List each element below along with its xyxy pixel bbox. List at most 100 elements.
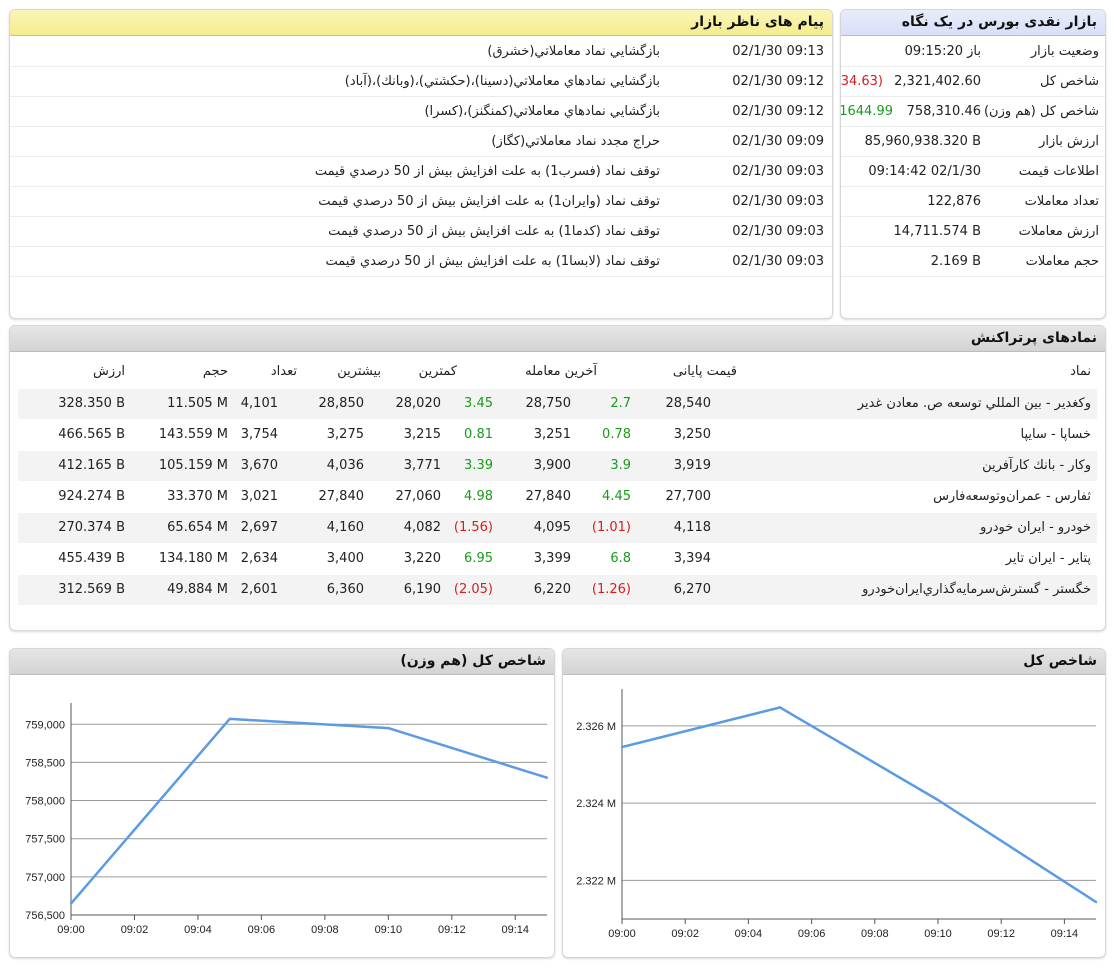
- max-price: 6,360: [326, 582, 364, 597]
- x-tick-label: 09:08: [311, 924, 339, 936]
- y-tick-label: 2.326 M: [576, 721, 616, 733]
- message-text: بازگشايي نماد معاملاتي(خشرق): [487, 44, 660, 59]
- data-point: [620, 745, 624, 749]
- message-text: بازگشايي نمادهاي معاملاتي(كمنگنز)،(كسرا): [424, 104, 660, 119]
- message-row[interactable]: 02/1/30 09:03 توقف نماد (فسرب1) به علت اف…: [10, 157, 832, 187]
- col-value[interactable]: ارزش: [92, 364, 125, 379]
- data-point: [936, 798, 940, 802]
- col-symbol[interactable]: نماد: [1070, 364, 1091, 379]
- trade-volume: 49.884 M: [167, 582, 228, 597]
- equal-weight-index-chart: 756,500 757,000 757,500 758,000 758,500 759,0…: [25, 703, 549, 936]
- symbol-row[interactable]: پتاير - ايران تاير 3,394 6.8 3,399 6.95 3,220…: [18, 544, 1097, 574]
- col-last-trade[interactable]: آخرین معامله: [525, 364, 597, 379]
- overview-row: حجم معاملات 2.169 B: [841, 247, 1105, 277]
- x-tick-label: 09:14: [1051, 928, 1079, 940]
- message-row[interactable]: 02/1/30 09:12 بازگشايي نمادهاي معاملاتي(د…: [10, 67, 832, 97]
- symbol-name: خگستر - گسترش‌سرمايه‌گذاري‌ايران‌خودرو: [862, 582, 1091, 597]
- final-change: 4.45: [602, 489, 631, 504]
- min-price: 3,215: [403, 427, 441, 442]
- trade-value: 312.569 B: [58, 582, 125, 597]
- message-row[interactable]: 02/1/30 09:13 بازگشايي نماد معاملاتي(خشرق…: [10, 37, 832, 67]
- x-tick-label: 09:12: [438, 924, 466, 936]
- last-change: (1.56): [453, 520, 493, 535]
- x-tick-label: 09:02: [121, 924, 149, 936]
- overview-label: تعداد معاملات: [1024, 194, 1099, 209]
- total-index-chart-header: شاخص کل: [563, 649, 1105, 675]
- col-volume[interactable]: حجم: [202, 364, 228, 379]
- min-price: 3,220: [403, 551, 441, 566]
- last-price: 28,750: [525, 396, 572, 411]
- x-tick-label: 09:10: [924, 928, 952, 940]
- trade-value: 455.439 B: [58, 551, 125, 566]
- y-tick-label: 758,000: [25, 796, 65, 808]
- message-time: 02/1/30 09:13: [732, 44, 824, 59]
- overview-value: 14,711.574 B: [893, 224, 981, 239]
- overview-value: 85,960,938.320 B: [864, 134, 981, 149]
- symbol-row[interactable]: وكغدير - بين المللي توسعه ص. معادن غدير 2…: [18, 389, 1097, 419]
- overview-value: 2,321,402.60: [894, 74, 981, 89]
- data-point: [69, 902, 73, 905]
- last-price: 6,220: [533, 582, 571, 597]
- symbols-table-header: نماد قیمت پایانی آخرین معامله کمترین بیش…: [18, 356, 1097, 388]
- message-time: 02/1/30 09:12: [732, 74, 824, 89]
- y-tick-label: 758,500: [25, 757, 65, 769]
- trade-volume: 134.180 M: [158, 551, 228, 566]
- message-row[interactable]: 02/1/30 09:03 توقف نماد (وايران1) به علت …: [10, 187, 832, 217]
- symbol-name: ثفارس - عمران‌وتوسعه‌فارس: [933, 489, 1091, 504]
- y-tick-label: 2.324 M: [576, 798, 616, 810]
- overview-value: 09:14:42 02/1/30: [868, 164, 981, 179]
- max-price: 27,840: [318, 489, 365, 504]
- trade-value: 466.565 B: [58, 427, 125, 442]
- overview-label: ارزش معاملات: [1018, 224, 1099, 239]
- message-row[interactable]: 02/1/30 09:12 بازگشايي نمادهاي معاملاتي(ك…: [10, 97, 832, 127]
- final-price: 3,250: [673, 427, 711, 442]
- message-row[interactable]: 02/1/30 09:03 توقف نماد (كدما1) به علت اف…: [10, 217, 832, 247]
- x-tick-label: 09:06: [798, 928, 826, 940]
- total-index-chart-panel: شاخص کل 2.322 M 2.324 M 2.326 M 09:00 09:02 0…: [562, 648, 1106, 958]
- x-tick-label: 09:00: [57, 924, 85, 936]
- overview-label: اطلاعات قیمت: [1018, 164, 1099, 179]
- col-max[interactable]: بیشترین: [337, 364, 381, 379]
- col-min[interactable]: کمترین: [418, 364, 457, 379]
- trade-count: 4,101: [240, 396, 278, 411]
- message-text: حراج مجدد نماد معاملاتي(كگاز): [491, 134, 660, 149]
- x-tick-label: 09:14: [502, 924, 530, 936]
- message-time: 02/1/30 09:03: [732, 254, 824, 269]
- y-tick-label: 759,000: [25, 719, 65, 731]
- message-time: 02/1/30 09:12: [732, 104, 824, 119]
- min-price: 27,060: [395, 489, 442, 504]
- last-price: 3,251: [533, 427, 571, 442]
- symbol-row[interactable]: خساپا - سايپا 3,250 0.78 3,251 0.81 3,215 3,27…: [18, 420, 1097, 450]
- col-final-price[interactable]: قیمت پایانی: [672, 364, 737, 379]
- symbol-name: خساپا - سايپا: [1020, 427, 1091, 442]
- message-row[interactable]: 02/1/30 09:03 توقف نماد (لابسا1) به علت ا…: [10, 247, 832, 277]
- symbol-row[interactable]: خگستر - گسترش‌سرمايه‌گذاري‌ايران‌خودرو 6,…: [18, 575, 1097, 605]
- x-tick-label: 09:04: [184, 924, 212, 936]
- overview-row: وضعیت بازار باز 09:15:20: [841, 37, 1105, 67]
- messages-title: پیام های ناظر بازار: [691, 14, 824, 30]
- min-price: 6,190: [403, 582, 441, 597]
- col-count[interactable]: تعداد: [270, 364, 297, 379]
- trade-volume: 105.159 M: [158, 458, 228, 473]
- symbols-header: نمادهای پرتراکنش: [10, 326, 1105, 352]
- equal-weight-chart-title: شاخص کل (هم وزن): [400, 653, 546, 669]
- overview-label: وضعیت بازار: [1030, 44, 1099, 59]
- x-tick-label: 09:10: [375, 924, 403, 936]
- trade-count: 3,021: [240, 489, 278, 504]
- final-change: 2.7: [610, 396, 631, 411]
- symbol-name: پتاير - ايران تاير: [1005, 551, 1091, 566]
- symbol-name: وكغدير - بين المللي توسعه ص. معادن غدير: [857, 396, 1091, 411]
- symbol-row[interactable]: ثفارس - عمران‌وتوسعه‌فارس 27,700 4.45 27,84…: [18, 482, 1097, 512]
- symbol-row[interactable]: خودرو - ايران خودرو 4,118 (1.01) 4,095 (1.56…: [18, 513, 1097, 543]
- trade-value: 270.374 B: [58, 520, 125, 535]
- overview-row: تعداد معاملات 122,876: [841, 187, 1105, 217]
- last-change: 4.98: [464, 489, 493, 504]
- total-index-chart: 2.322 M 2.324 M 2.326 M 09:00 09:02 09:04 09:0…: [576, 689, 1098, 940]
- y-tick-label: 756,500: [25, 910, 65, 922]
- last-price: 27,840: [525, 489, 572, 504]
- message-row[interactable]: 02/1/30 09:09 حراج مجدد نماد معاملاتي(كگا…: [10, 127, 832, 157]
- message-text: توقف نماد (لابسا1) به علت افزايش بيش از …: [325, 254, 660, 269]
- symbol-row[interactable]: وكار - بانك كارآفرين 3,919 3.9 3,900 3.39 3,7…: [18, 451, 1097, 481]
- overview-row: شاخص کل (هم وزن) 758,310.46 1644.99: [841, 97, 1105, 127]
- messages-header: پیام های ناظر بازار: [10, 10, 832, 36]
